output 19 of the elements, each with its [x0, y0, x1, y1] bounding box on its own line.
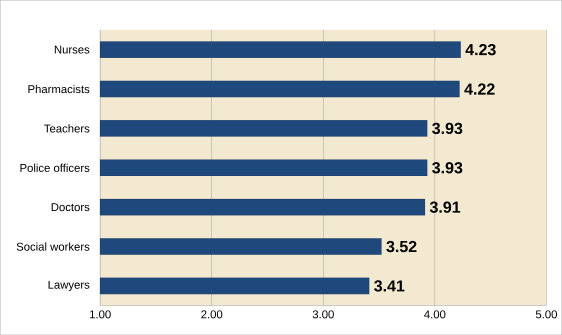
- y-tick-label: Teachers: [44, 124, 90, 132]
- y-tick-label: Police officers: [20, 164, 90, 172]
- x-tick-label: 3.00: [312, 310, 334, 318]
- x-tick-label: 4.00: [424, 310, 446, 318]
- y-tick-label: Doctors: [52, 203, 90, 212]
- data-label: 3.41: [374, 280, 404, 292]
- y-tick-label: Social workers: [16, 242, 90, 251]
- data-label: 3.93: [432, 122, 462, 134]
- x-tick-label: 2.00: [201, 310, 222, 318]
- data-label: 3.91: [430, 201, 460, 213]
- data-label: 3.93: [432, 162, 462, 174]
- y-tick-label: Pharmacists: [28, 84, 90, 94]
- x-tick-label: 5.00: [536, 310, 557, 318]
- data-label: 4.23: [465, 44, 496, 56]
- y-tick-label: Nurses: [54, 46, 90, 54]
- y-tick-label: Lawyers: [48, 280, 90, 291]
- data-label: 4.22: [464, 83, 495, 94]
- x-tick-label: 1.00: [90, 310, 111, 318]
- data-label: 3.52: [386, 240, 416, 252]
